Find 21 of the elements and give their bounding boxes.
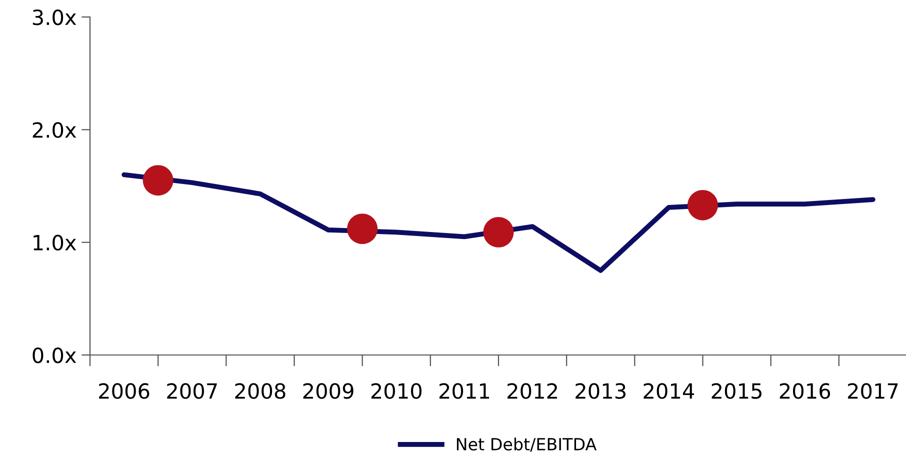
x-tick-label: 2013 bbox=[576, 383, 626, 399]
point bbox=[142, 165, 174, 196]
x-tick-label: 2006 bbox=[99, 383, 150, 399]
y-tick-label: 3.0x bbox=[32, 9, 76, 26]
x-tick-label: 2008 bbox=[235, 383, 286, 399]
x-tick-label: 2014 bbox=[644, 383, 694, 399]
x-tick-label: 2012 bbox=[508, 383, 557, 399]
x-tick-label: 2010 bbox=[371, 383, 422, 399]
x-tick-label: 2016 bbox=[780, 383, 830, 399]
x-tick-label: 2017 bbox=[848, 383, 898, 399]
legend-label: Net Debt/EBITDA bbox=[456, 438, 597, 452]
x-tick-label: 2011 bbox=[439, 383, 490, 399]
point bbox=[688, 190, 718, 220]
x-tick-label: 2009 bbox=[303, 383, 354, 399]
y-tick-label: 0.0x bbox=[32, 347, 76, 364]
x-tick-label: 2007 bbox=[167, 383, 217, 399]
x-tick-label: 2015 bbox=[712, 383, 762, 399]
y-tick-label: 1.0x bbox=[34, 234, 76, 251]
point bbox=[347, 214, 378, 244]
point bbox=[483, 216, 514, 248]
y-tick-label: 2.0x bbox=[32, 122, 76, 138]
